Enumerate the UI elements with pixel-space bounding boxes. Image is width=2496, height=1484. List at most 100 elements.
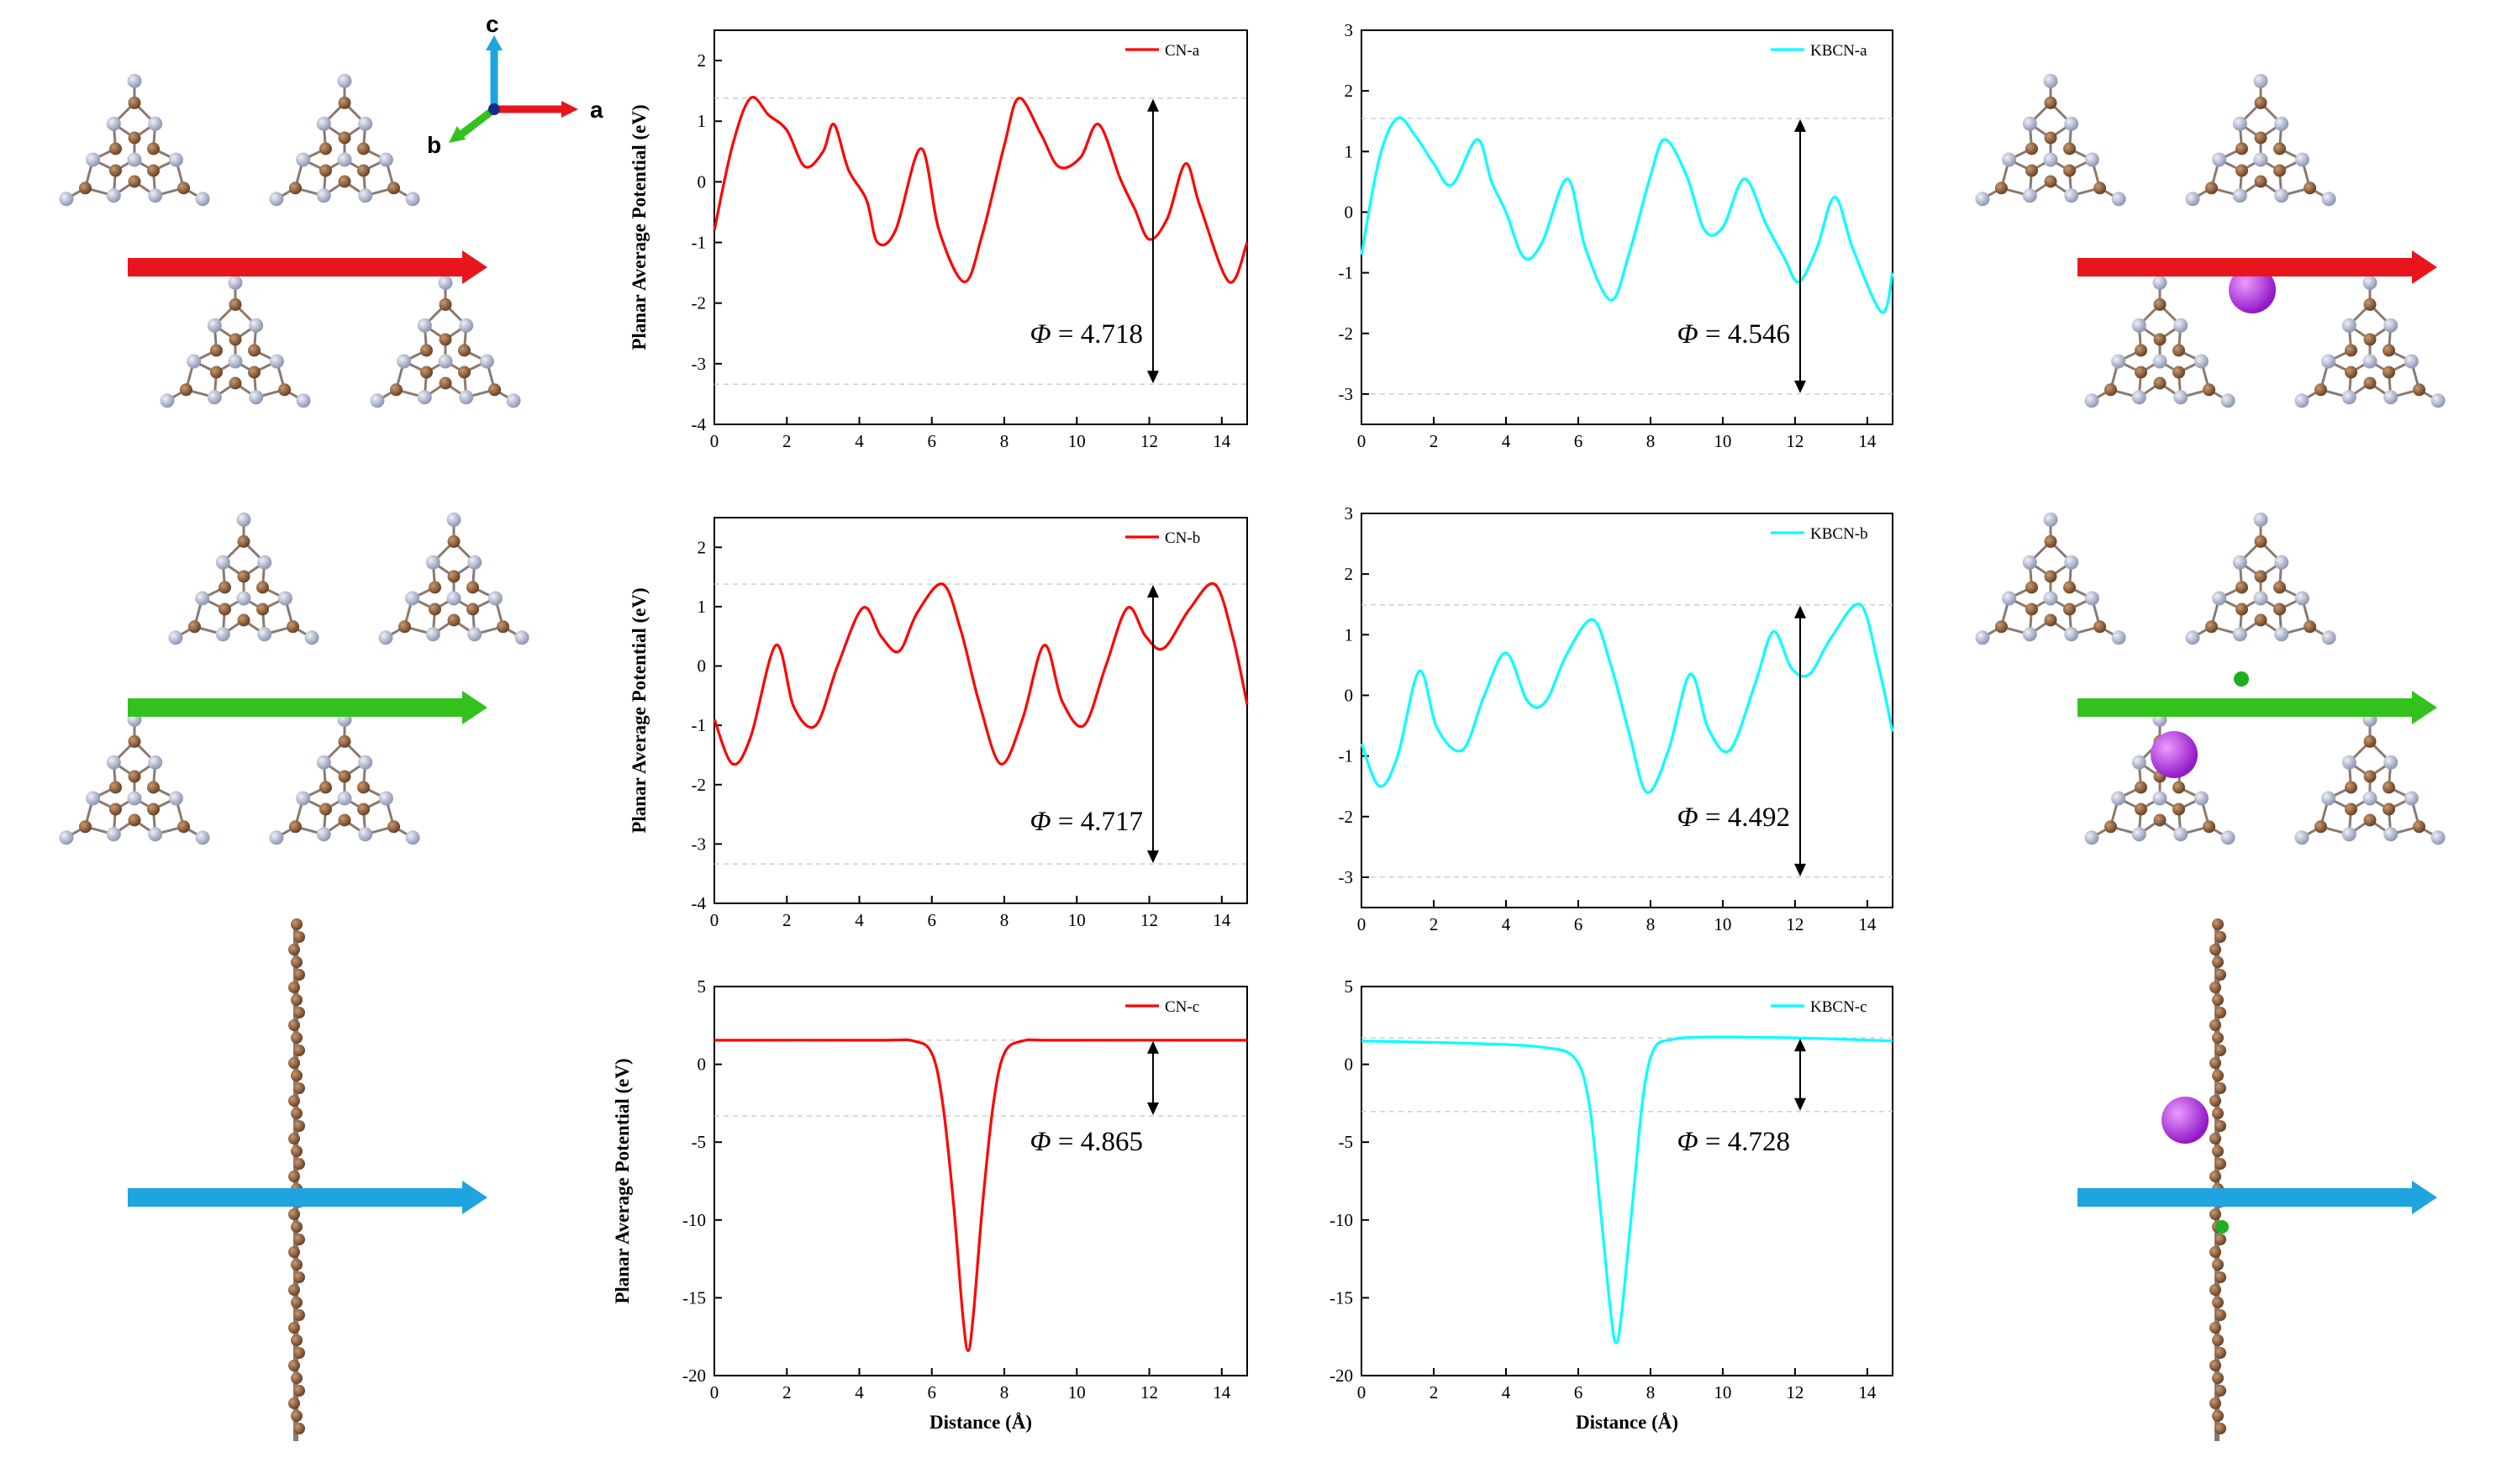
y-tick-label: -3 (1339, 867, 1354, 887)
y-axis-title: Planar Average Potential (eV) (629, 104, 650, 350)
series-line-cn-a (713, 96, 1249, 284)
x-tick-label: 12 (1786, 1382, 1804, 1402)
work-function-label: Φ = 4.546 (1677, 319, 1791, 350)
arrow-head-top (1147, 585, 1159, 598)
x-tick-label: 6 (1574, 431, 1583, 451)
arrow-head-bottom (1794, 863, 1806, 876)
work-function-label: Φ = 4.718 (1030, 319, 1144, 350)
series-line-kbcn-c (1361, 1035, 1893, 1345)
x-tick-label: 0 (1357, 1382, 1366, 1402)
arrow-head-bottom (1794, 1097, 1806, 1111)
arrow-head-top (1147, 1040, 1159, 1054)
x-tick-label: 2 (782, 910, 792, 930)
axis-indicator: c a b (427, 11, 603, 158)
x-tick-label: 8 (1646, 1382, 1656, 1402)
x-tick-label: 14 (1858, 914, 1877, 934)
y-tick-label: 3 (1345, 503, 1354, 524)
potassium-atom-b (2151, 731, 2198, 778)
y-tick-label: -15 (1330, 1287, 1353, 1308)
x-tick-label: 10 (1068, 910, 1086, 930)
y-tick-label: -5 (1339, 1132, 1354, 1152)
boron-atom-c (2215, 1220, 2229, 1234)
x-tick-label: 12 (1140, 431, 1158, 451)
y-tick-label: 2 (1345, 81, 1354, 101)
boron-atom-b (2234, 671, 2249, 687)
structures (59, 73, 2446, 1441)
plot-frame (1361, 986, 1893, 1376)
y-tick-label: -10 (1330, 1210, 1353, 1230)
y-tick-label: 1 (1345, 624, 1354, 645)
x-tick-label: 6 (928, 431, 937, 451)
x-tick-label: 6 (1574, 1382, 1583, 1402)
x-tick-label: 2 (1430, 1382, 1439, 1402)
x-tick-label: 14 (1213, 910, 1231, 930)
heptazine-unit (1975, 73, 2126, 207)
y-tick-label: -2 (692, 293, 707, 313)
work-function-label: Φ = 4.865 (1030, 1127, 1144, 1157)
plot-frame (714, 517, 1248, 904)
x-tick-label: 8 (1000, 910, 1009, 930)
heptazine-unit (168, 512, 319, 645)
chart-cn-c: 0 2 4 6 8 10 12 14 -20 -15 -10 -5 0 5 Planar Average P… (612, 976, 1248, 1433)
heptazine-unit (378, 512, 529, 645)
x-axis-title: Distance (Å) (929, 1412, 1032, 1433)
x-tick-label: 4 (1502, 431, 1511, 451)
y-tick-label: 1 (698, 597, 707, 617)
x-tick-label: 14 (1213, 431, 1231, 451)
plot-frame (1361, 513, 1893, 908)
y-tick-label: 0 (698, 1055, 707, 1075)
y-tick-label: -2 (692, 775, 707, 795)
x-tick-label: 6 (928, 910, 937, 930)
arrow-c-right (2077, 1181, 2437, 1214)
legend-label: CN-a (1165, 42, 1200, 60)
y-tick-label: 2 (698, 50, 707, 71)
heptazine-unit (370, 275, 521, 408)
axis-label-c: c (486, 11, 499, 37)
x-tick-label: 10 (1714, 1382, 1731, 1402)
x-tick-label: 8 (1646, 914, 1656, 934)
x-tick-label: 12 (1140, 910, 1158, 930)
y-tick-label: -3 (692, 354, 707, 374)
x-tick-label: 14 (1858, 1382, 1877, 1402)
heptazine-unit (2084, 712, 2235, 845)
y-tick-label: -15 (682, 1287, 706, 1308)
y-tick-label: 5 (698, 976, 707, 997)
y-tick-label: -4 (692, 414, 707, 434)
y-tick-label: -3 (692, 834, 707, 854)
work-function-label: Φ = 4.728 (1677, 1127, 1791, 1157)
series-line-cn-b (713, 581, 1249, 766)
series-line-kbcn-a (1360, 116, 1894, 314)
x-tick-label: 8 (1000, 1382, 1009, 1402)
arrow-head-bottom (1794, 380, 1806, 393)
y-tick-label: -1 (1339, 746, 1354, 766)
y-tick-label: 2 (698, 537, 707, 557)
legend-label: KBCN-a (1810, 42, 1867, 60)
x-tick-label: 10 (1068, 1382, 1086, 1402)
y-tick-label: 3 (1345, 20, 1354, 40)
x-tick-label: 2 (782, 1382, 792, 1402)
side-view-cn (288, 918, 305, 1441)
x-tick-label: 4 (1502, 1382, 1511, 1402)
plot-frame (1361, 29, 1893, 425)
potassium-atom-a (2229, 266, 2276, 313)
x-tick-label: 10 (1068, 431, 1086, 451)
y-tick-label: -2 (1339, 807, 1354, 827)
side-view-kbcn (2162, 918, 2229, 1441)
x-tick-label: 2 (1430, 431, 1439, 451)
arrow-head-top (1794, 1039, 1806, 1052)
series-line-kbcn-b (1360, 603, 1894, 794)
x-tick-label: 0 (1357, 431, 1366, 451)
heptazine-unit (2185, 512, 2336, 645)
legend-label: KBCN-b (1810, 525, 1868, 543)
x-tick-label: 12 (1140, 1382, 1158, 1402)
y-tick-label: -2 (1339, 324, 1354, 344)
plot-frame (714, 986, 1248, 1376)
heptazine-unit (269, 73, 420, 207)
x-axis-title: Distance (Å) (1576, 1412, 1678, 1433)
x-tick-label: 10 (1714, 914, 1731, 934)
plot-frame (714, 29, 1248, 425)
y-tick-label: -1 (692, 715, 707, 735)
work-function-label: Φ = 4.492 (1677, 803, 1791, 833)
